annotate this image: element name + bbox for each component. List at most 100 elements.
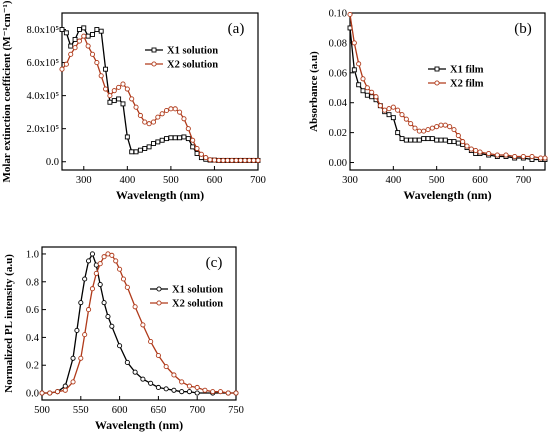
data-point — [146, 121, 152, 127]
x-tick-label: 700 — [189, 405, 205, 416]
y-axis-label: Molar extinction coefficient (M⁻¹cm⁻¹) — [1, 0, 13, 182]
data-point — [460, 139, 466, 145]
data-point — [434, 124, 440, 130]
data-point — [220, 157, 226, 163]
data-point — [364, 92, 370, 98]
data-point — [103, 66, 109, 72]
data-point — [107, 99, 113, 105]
data-point — [47, 390, 53, 396]
data-point — [97, 282, 103, 288]
data-point — [140, 376, 146, 382]
data-point — [399, 136, 405, 142]
series-line-x2-solution — [42, 253, 236, 394]
data-point — [120, 101, 126, 107]
data-point — [190, 144, 196, 150]
data-point — [233, 157, 239, 163]
data-point — [421, 136, 427, 142]
data-point — [62, 383, 68, 389]
data-point — [78, 300, 84, 306]
x-tick-label: 650 — [151, 405, 167, 416]
panel-a: 300 400 500 600 700 0.0 2.0x10⁵ 4.0x10⁵ 6.0x10⁵ 8… — [1, 0, 266, 202]
data-point — [194, 151, 200, 156]
data-point — [63, 61, 69, 67]
data-point — [133, 149, 139, 155]
data-point — [78, 355, 84, 361]
data-point — [194, 390, 200, 396]
legend-label: X2 solution — [172, 299, 223, 310]
data-point — [97, 261, 103, 267]
x-axis-label: Wavelength (nm) — [116, 188, 204, 202]
data-point — [150, 119, 157, 125]
data-point — [109, 323, 115, 329]
data-point — [416, 137, 422, 143]
data-point — [168, 135, 174, 141]
data-point — [86, 307, 92, 313]
data-point — [137, 147, 143, 153]
data-point — [382, 107, 388, 113]
x-axis-label: Wavelength (nm) — [95, 418, 183, 432]
data-point — [111, 98, 117, 104]
data-point — [163, 364, 169, 370]
data-point — [155, 384, 161, 391]
data-point — [238, 157, 244, 163]
data-point — [473, 148, 479, 154]
data-point — [105, 313, 111, 320]
data-point — [93, 270, 99, 276]
data-point — [216, 157, 222, 163]
data-point — [369, 89, 375, 95]
data-point — [155, 114, 161, 120]
data-point — [132, 304, 138, 310]
data-point — [101, 254, 107, 260]
x-tick-label: 500 — [429, 175, 445, 186]
data-point — [356, 82, 362, 88]
data-point — [185, 136, 191, 142]
y-tick-label: 0.00 — [329, 158, 347, 169]
data-point — [124, 359, 130, 365]
data-point — [455, 140, 461, 146]
data-point — [94, 60, 100, 66]
data-point — [347, 11, 353, 18]
data-point — [177, 109, 183, 115]
x-tick-label: 550 — [73, 405, 89, 416]
data-point — [120, 81, 126, 87]
y-tick-label: 1.0 — [26, 249, 39, 260]
data-point — [124, 284, 130, 290]
data-point — [181, 116, 187, 122]
axes-frame — [349, 12, 546, 171]
data-point — [442, 137, 448, 143]
y-tick-label: 6.0x10⁵ — [26, 58, 59, 69]
data-point — [155, 352, 161, 359]
data-point — [155, 139, 161, 145]
legend-label: X1 solution — [167, 46, 218, 57]
data-point — [464, 143, 470, 149]
y-axis-label: Absorbance (a.u) — [308, 51, 320, 132]
data-point — [207, 157, 213, 163]
data-point — [403, 116, 409, 122]
data-point — [186, 383, 192, 389]
y-tick-label: 8.0x10⁵ — [26, 25, 59, 36]
data-point — [74, 327, 80, 334]
data-point — [89, 251, 95, 257]
legend-label: X1 solution — [172, 285, 223, 296]
panel-b: 300 400 500 600 700 0.00 0.02 0.04 0.06 0.08 0.10 X… — [308, 9, 548, 202]
data-point — [434, 137, 440, 143]
panel-label: (a) — [228, 21, 245, 37]
panel-label: (c) — [206, 255, 223, 271]
data-point — [148, 339, 154, 345]
data-point — [82, 332, 88, 338]
data-point — [386, 112, 392, 118]
y-tick-label: 0.0 — [46, 157, 59, 168]
legend-marker — [434, 80, 440, 86]
y-tick-label: 2.0x10⁵ — [26, 124, 59, 135]
data-point — [351, 40, 357, 46]
data-point — [425, 127, 431, 133]
data-point — [442, 122, 448, 128]
data-point — [89, 286, 95, 292]
data-point — [63, 30, 69, 36]
legend-label: X2 film — [450, 79, 484, 90]
x-tick-label: 500 — [163, 175, 179, 186]
data-point — [217, 389, 224, 395]
data-point — [86, 258, 92, 264]
data-point — [59, 27, 65, 32]
